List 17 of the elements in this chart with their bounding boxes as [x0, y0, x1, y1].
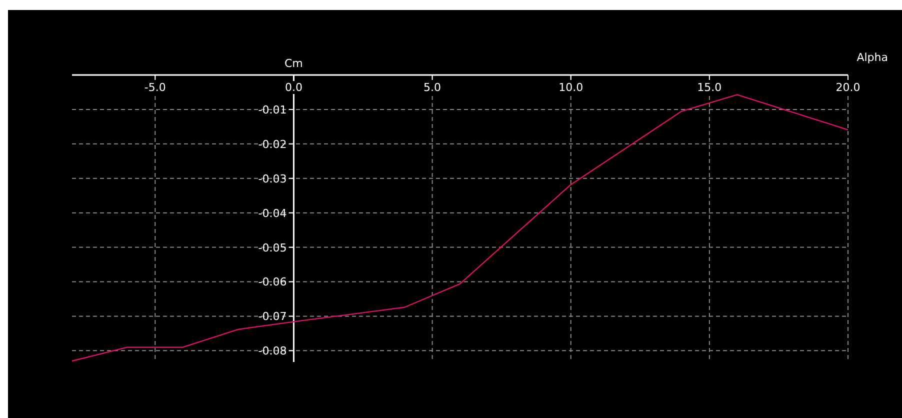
x-axis-title: Alpha	[856, 51, 888, 64]
x-tick-label: -5.0	[144, 81, 166, 94]
line-series	[71, 94, 849, 362]
x-tick-label: 5.0	[424, 81, 442, 94]
y-tick-label: -0.04	[258, 206, 287, 220]
x-tick-label: 10.0	[558, 81, 584, 94]
x-tick-label: 0.0	[284, 81, 302, 94]
y-axis-title: Cm	[284, 57, 303, 70]
y-tick-label: -0.07	[258, 310, 287, 324]
x-tick-label: 15.0	[697, 81, 722, 94]
y-tick-label: -0.08	[258, 344, 287, 358]
y-tick-label: -0.01	[258, 103, 287, 116]
y-tick-label: -0.06	[258, 276, 287, 289]
y-tick-label: -0.05	[258, 241, 287, 254]
y-tick-label: -0.02	[258, 138, 287, 151]
y-tick-label: -0.03	[258, 172, 287, 186]
x-tick-label: 20.0	[836, 81, 860, 94]
